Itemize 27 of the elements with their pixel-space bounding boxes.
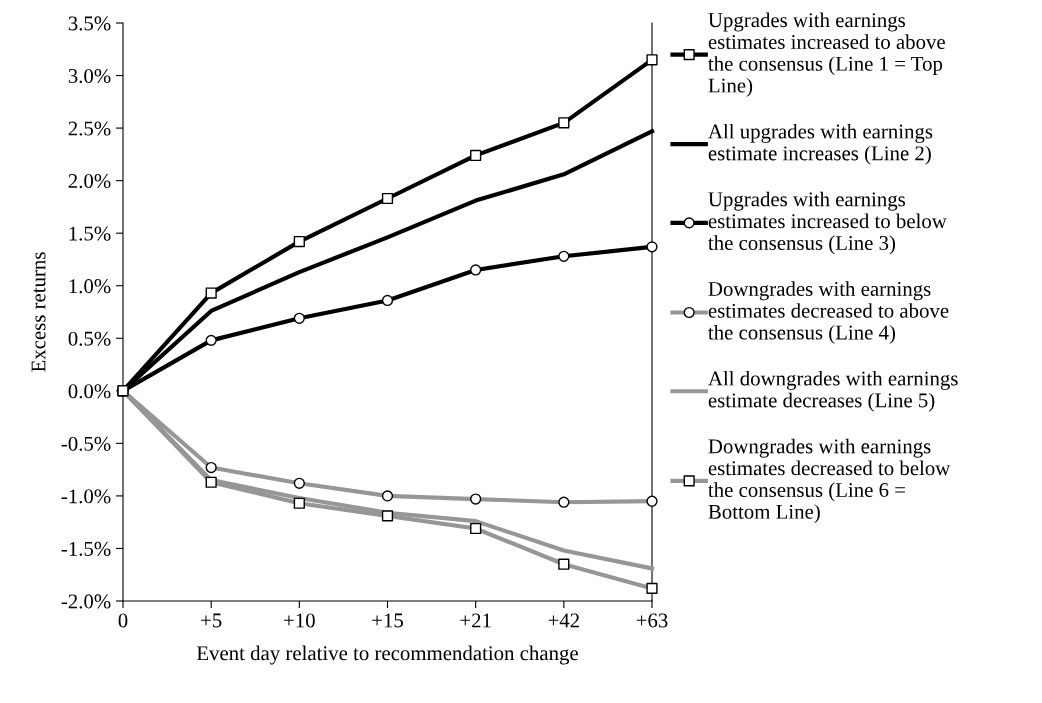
x-axis-title: Event day relative to recommendation change: [196, 645, 578, 665]
y-tick-label: 2.0%: [68, 174, 111, 189]
legend-label: Downgrades with earnings estimates decreased to below the consensus (Line 6 = Bottom Line): [708, 438, 951, 524]
x-tick-label: +42: [548, 613, 579, 628]
x-tick-label: 0: [118, 613, 128, 628]
x-tick-label: +15: [372, 613, 403, 628]
y-tick-label: 1.0%: [69, 279, 111, 294]
y-tick-label: 1.5%: [69, 226, 111, 241]
x-tick-label: +10: [284, 613, 315, 628]
x-tick-label: +5: [201, 613, 222, 628]
legend-label: Upgrades with earnings estimates increased to below the consensus (Line 3): [708, 191, 947, 255]
legend-label: Upgrades with earnings estimates increased to above the consensus (Line 1 = Top Line): [708, 12, 945, 97]
y-tick-label: -1.0%: [61, 489, 111, 504]
y-axis-title: Excess returns: [31, 252, 46, 372]
y-tick-label: 3.0%: [68, 68, 111, 84]
y-tick-label: -2.0%: [61, 594, 111, 609]
legend-label: All upgrades with earnings estimate increases (Line 2): [708, 123, 933, 165]
y-tick-label: -0.5%: [61, 436, 111, 451]
y-tick-label: 3.5%: [68, 16, 111, 31]
x-tick-label: +21: [460, 613, 491, 628]
y-tick-label: 2.5%: [68, 121, 111, 136]
y-tick-label: 0.5%: [68, 331, 111, 346]
legend-label: All downgrades with earnings estimate decreases (Line 5): [708, 370, 958, 412]
y-tick-label: 0.0%: [68, 384, 111, 399]
y-tick-label: -1.5%: [61, 541, 111, 556]
legend-label: Downgrades with earnings estimates decreased to above the consensus (Line 4): [708, 281, 949, 344]
x-tick-label: +63: [636, 613, 668, 628]
